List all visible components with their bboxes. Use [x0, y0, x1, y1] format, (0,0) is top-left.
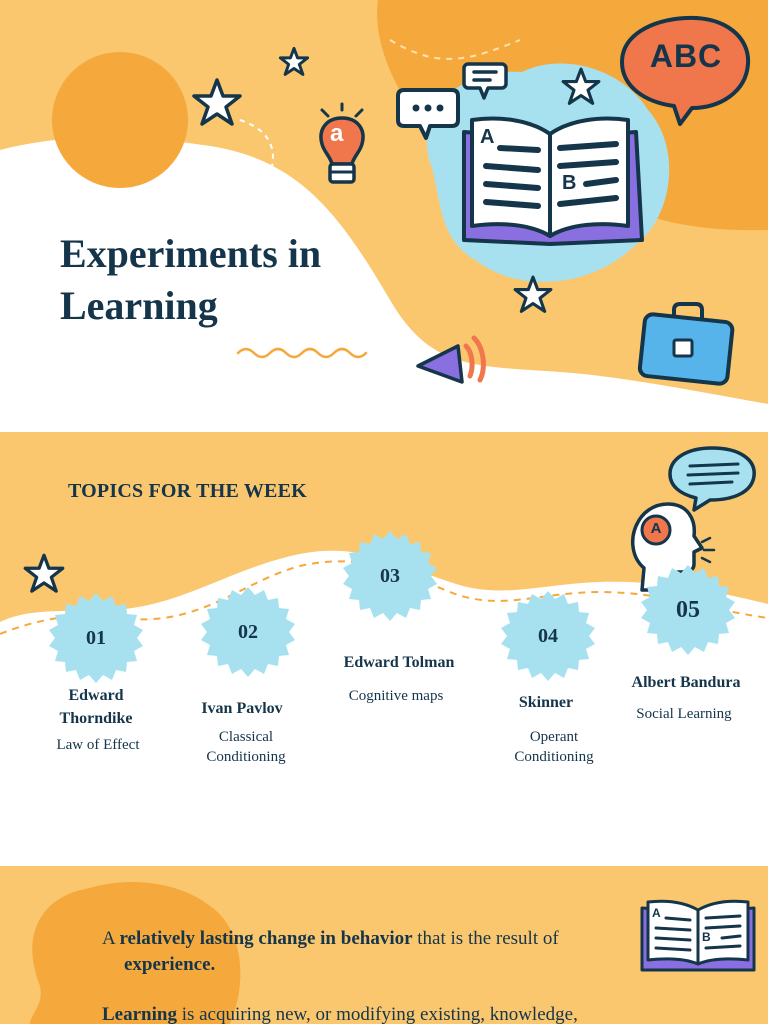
topic-desc-line: Cognitive maps [348, 688, 444, 704]
definition-line-1: A relatively lasting change in behavior … [102, 926, 632, 952]
topic-badge-01: 01 [48, 590, 144, 686]
definition-section: A B A relatively lasting change in behav… [0, 866, 768, 1024]
title-line-2: Learning [60, 283, 218, 328]
hero-section: A B ABC a [0, 0, 768, 432]
definition-text: A [102, 928, 120, 949]
title-line-1: Experiments in [60, 231, 322, 276]
topic-desc-05: Social Learning [608, 704, 760, 724]
small-book-letter-b: B [702, 930, 711, 944]
topics-section: TOPICS FOR THE WEEK A 01 Edward Thorndik… [0, 432, 768, 866]
topic-desc-line: Social Learning [636, 706, 732, 722]
badge-scallop-shape [343, 531, 437, 621]
star-icon [561, 67, 601, 105]
definition-text: is acquiring new, or modifying existing,… [176, 1004, 578, 1024]
topic-desc-02: Classical Conditioning [170, 727, 322, 767]
topic-desc-line: Operant [529, 729, 579, 745]
topic-desc-01: Law of Effect [24, 735, 172, 755]
topic-desc-line: Classical [218, 729, 274, 745]
badge-scallop-shape [201, 587, 295, 677]
chat-bubble-icon [396, 88, 460, 140]
topic-name-line: Skinner [518, 694, 574, 711]
topics-heading: TOPICS FOR THE WEEK [68, 480, 307, 502]
head-silhouette-icon [630, 502, 716, 592]
megaphone-icon [416, 335, 486, 384]
definition-emphasis: experience. [124, 954, 216, 975]
topic-number: 05 [676, 597, 700, 623]
topic-name-02: Ivan Pavlov [170, 697, 314, 720]
topic-number: 01 [86, 627, 106, 649]
light-bulb-icon [319, 102, 365, 184]
topic-name-04: Skinner [478, 691, 614, 714]
badge-scallop-shape [641, 565, 735, 655]
book-letter-a: A [480, 126, 495, 148]
topic-desc-04: Operant Conditioning [478, 727, 630, 767]
badge-scallop-shape [501, 591, 595, 681]
small-book-icon [640, 899, 756, 972]
topic-name-line: Ivan Pavlov [201, 700, 283, 717]
small-chat-bubble-icon [462, 62, 508, 100]
thought-bubble-icon [668, 446, 756, 512]
topic-badge-04: 04 [500, 588, 596, 684]
topic-badge-05: 05 [640, 562, 736, 658]
definition-emphasis: relatively lasting change in behavior [119, 928, 413, 949]
definition-text: that is the result of [412, 928, 559, 949]
star-icon [23, 553, 65, 593]
topic-name-line: Edward [68, 687, 124, 704]
topic-desc-line: Conditioning [206, 749, 286, 765]
topic-name-line: Edward Tolman [343, 654, 455, 671]
topic-number: 02 [238, 621, 258, 643]
briefcase-icon [637, 302, 735, 386]
definition-line-2: experience. [102, 952, 632, 978]
topic-badge-03: 03 [342, 528, 438, 624]
speech-bubble-text: ABC [649, 38, 723, 74]
open-book-icon [462, 116, 644, 246]
topic-number: 04 [538, 625, 558, 647]
topic-name-03: Edward Tolman [314, 651, 484, 674]
small-book-letter-a: A [652, 906, 661, 920]
head-letter: A [650, 520, 662, 537]
topic-desc-03: Cognitive maps [314, 686, 478, 706]
page-title: Experiments in Learning [60, 228, 380, 332]
definition-emphasis: Learning [102, 1004, 177, 1024]
definition-background [30, 882, 241, 1024]
topic-name-line: Albert Bandura [631, 674, 741, 691]
topic-name-01: Edward Thorndike [24, 684, 168, 730]
topic-badge-02: 02 [200, 584, 296, 680]
definition-paragraph-1: A relatively lasting change in behavior … [102, 926, 632, 978]
squiggle-decoration [236, 347, 368, 359]
star-icon [278, 46, 310, 76]
topic-name-05: Albert Bandura [608, 671, 764, 694]
book-letter-b: B [562, 172, 577, 194]
definition-paragraph-2: Learning is acquiring new, or modifying … [102, 1002, 722, 1024]
speech-bubble-icon [620, 15, 751, 126]
topic-name-line: Thorndike [59, 710, 133, 727]
topic-number: 03 [380, 565, 400, 587]
badge-scallop-shape [49, 593, 143, 683]
bulb-letter: a [330, 120, 344, 147]
topic-desc-line: Conditioning [514, 749, 594, 765]
star-icon [192, 78, 242, 126]
star-icon [513, 275, 553, 313]
topic-desc-line: Law of Effect [56, 737, 140, 753]
definition-line-3: Learning is acquiring new, or modifying … [102, 1002, 722, 1024]
